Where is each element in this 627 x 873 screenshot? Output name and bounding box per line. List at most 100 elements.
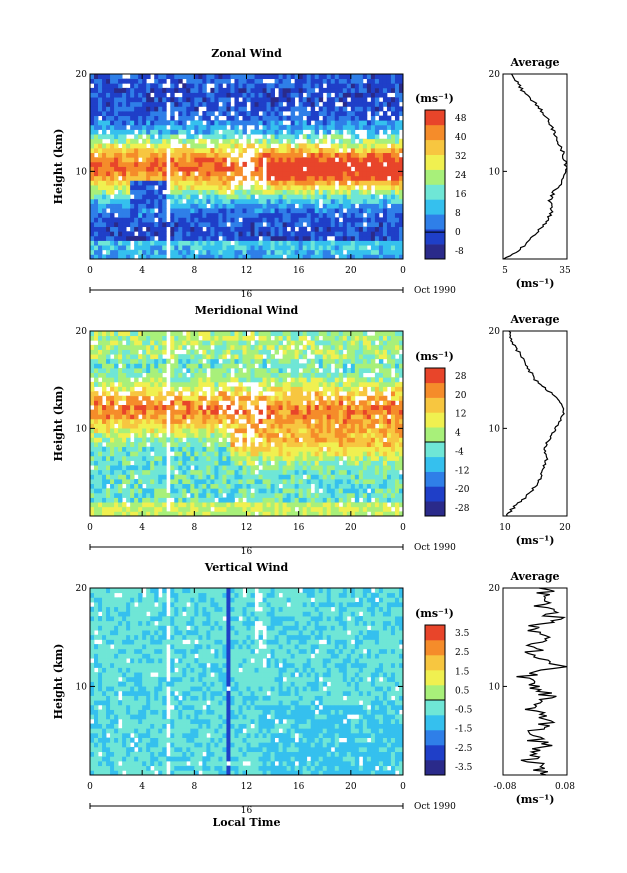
heatmap-cell <box>302 331 308 337</box>
heatmap-cell <box>158 111 163 117</box>
heatmap-cell <box>130 446 135 452</box>
heatmap-cell <box>346 74 352 80</box>
heatmap-cell <box>262 152 267 158</box>
heatmap-cell <box>90 455 95 461</box>
heatmap-cell <box>398 231 404 237</box>
heatmap-cell <box>266 143 271 149</box>
heatmap-cell <box>102 358 107 364</box>
heatmap-cell <box>290 129 296 135</box>
heatmap-cell <box>162 74 167 80</box>
heatmap-cell <box>186 240 191 246</box>
heatmap-cell <box>146 111 151 117</box>
heatmap-cell <box>218 78 223 84</box>
heatmap-cell <box>254 101 259 107</box>
heatmap-cell <box>354 152 360 158</box>
heatmap-cell <box>314 414 320 420</box>
heatmap-cell <box>250 106 255 112</box>
heatmap-cell <box>242 212 247 218</box>
heatmap-cell <box>314 222 320 228</box>
heatmap-cell <box>198 340 203 346</box>
heatmap-cell <box>290 391 296 397</box>
heatmap-cell <box>190 372 195 378</box>
heatmap-cell <box>158 78 163 84</box>
heatmap-cell <box>122 129 127 135</box>
heatmap-cell <box>182 395 187 401</box>
heatmap-cell <box>142 189 147 195</box>
heatmap-cell <box>174 101 179 107</box>
heatmap-cell <box>178 175 183 181</box>
heatmap-cell <box>286 180 292 186</box>
heatmap-cell <box>306 437 312 443</box>
heatmap-cell <box>178 437 183 443</box>
heatmap-cell <box>266 87 271 93</box>
heatmap-cell <box>198 381 203 387</box>
heatmap-cell <box>174 432 179 438</box>
heatmap-cell <box>166 358 171 364</box>
heatmap-cell <box>270 497 275 503</box>
heatmap-cell <box>122 474 127 480</box>
heatmap-cell <box>386 226 392 232</box>
heatmap-cell <box>194 451 199 457</box>
heatmap-cell <box>366 249 372 255</box>
heatmap-cell <box>114 194 119 200</box>
heatmap-cell <box>134 217 139 223</box>
heatmap-cell <box>330 240 336 246</box>
heatmap-cell <box>286 469 292 475</box>
heatmap-cell <box>266 92 271 98</box>
heatmap-cell <box>126 442 131 448</box>
heatmap-cell <box>210 148 215 154</box>
heatmap-cell <box>354 180 360 186</box>
heatmap-cell <box>294 428 300 434</box>
heatmap-cell <box>202 469 207 475</box>
heatmap-cell <box>134 83 139 89</box>
heatmap-cell <box>298 432 304 438</box>
heatmap-cell <box>218 354 223 360</box>
profile-y-tick-label: 10 <box>489 167 501 177</box>
heatmap-cell <box>214 492 219 498</box>
heatmap-cell <box>94 460 99 466</box>
heatmap-cell <box>190 377 195 383</box>
heatmap-cell <box>366 134 372 140</box>
heatmap-cell <box>358 124 364 130</box>
heatmap-cell <box>178 129 183 135</box>
heatmap-cell <box>326 78 332 84</box>
heatmap-cell <box>154 469 159 475</box>
heatmap-cell <box>274 502 279 508</box>
heatmap-cell <box>338 111 344 117</box>
heatmap-cell <box>282 92 288 98</box>
profile-x-tick-label: 35 <box>559 266 571 276</box>
heatmap-cell <box>250 368 255 374</box>
heatmap-cell <box>190 245 195 251</box>
heatmap-cell <box>246 240 251 246</box>
heatmap-cell <box>122 386 127 392</box>
heatmap-cell <box>138 418 143 424</box>
heatmap-cell <box>98 442 103 448</box>
heatmap-cell <box>250 372 255 378</box>
heatmap-cell <box>130 418 135 424</box>
heatmap-cell <box>102 344 107 350</box>
heatmap-cell <box>286 152 292 158</box>
heatmap-cell <box>142 152 147 158</box>
heatmap-cell <box>186 115 191 121</box>
heatmap-cell <box>114 437 119 443</box>
heatmap-cell <box>174 506 179 512</box>
heatmap-cell <box>266 208 271 214</box>
heatmap-cell <box>242 78 247 84</box>
heatmap-cell <box>162 451 167 457</box>
heatmap-cell <box>98 488 103 494</box>
heatmap-cell <box>314 217 320 223</box>
heatmap-cell <box>182 502 187 508</box>
heatmap-cell <box>322 409 328 415</box>
heatmap-cell <box>322 245 328 251</box>
heatmap-cell <box>394 74 400 80</box>
heatmap-cell <box>118 92 123 98</box>
heatmap-cell <box>190 418 195 424</box>
heatmap-cell <box>106 152 111 158</box>
heatmap-cell <box>278 129 284 135</box>
heatmap-cell <box>126 349 131 355</box>
heatmap-cell <box>258 418 263 424</box>
heatmap-cell <box>106 451 111 457</box>
heatmap-cell <box>254 502 259 508</box>
heatmap-cell <box>130 363 135 369</box>
heatmap-cell <box>198 465 203 471</box>
